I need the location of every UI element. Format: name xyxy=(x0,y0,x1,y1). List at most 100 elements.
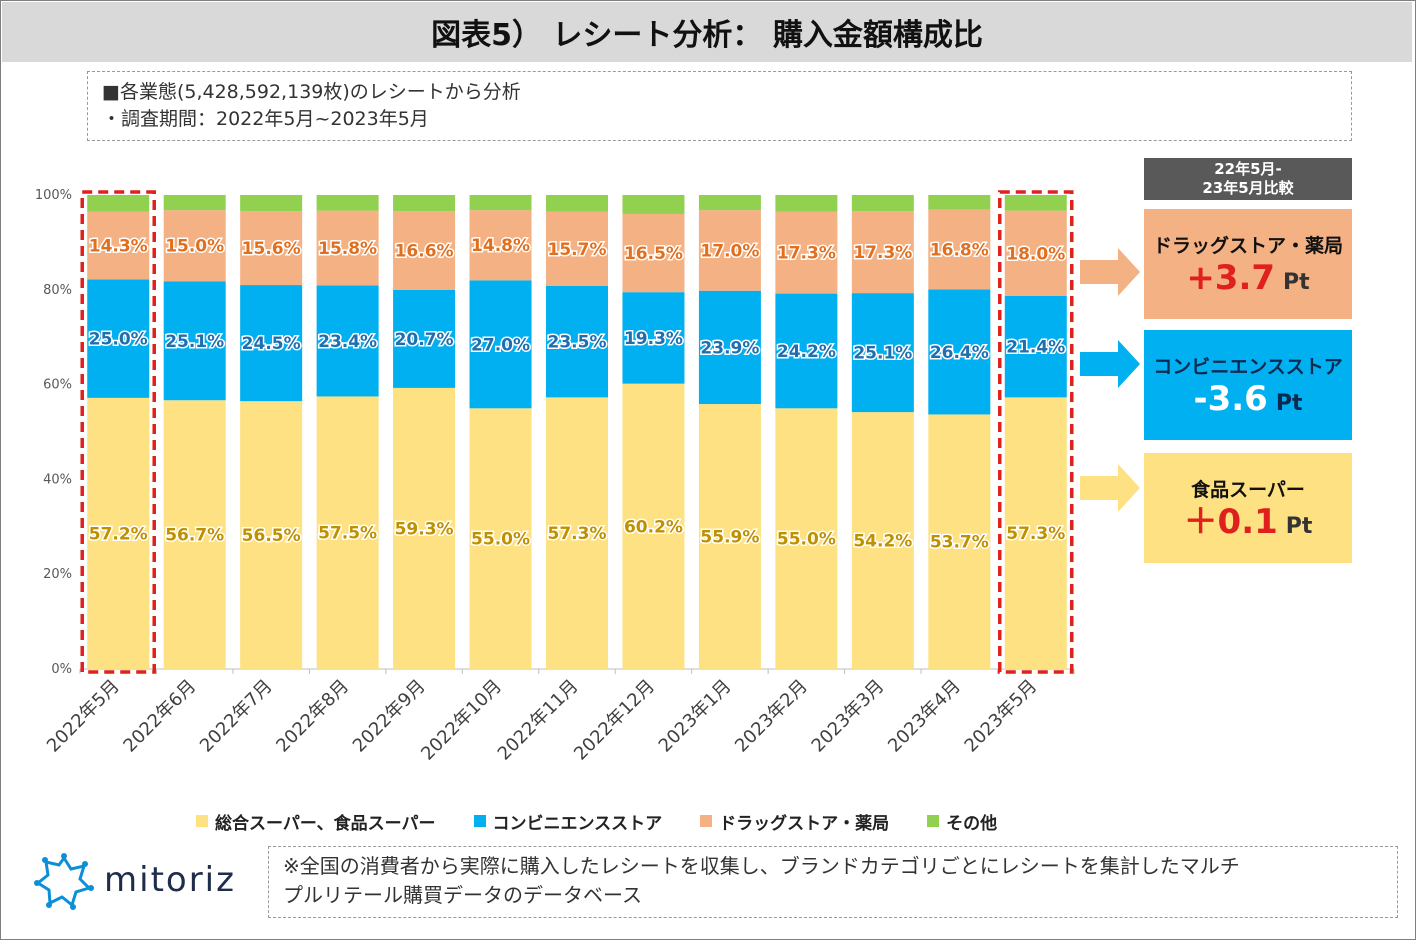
data-label-super: 56.5% xyxy=(242,526,301,546)
x-tick-label: 2022年5月 xyxy=(43,676,124,757)
legend-swatch xyxy=(927,815,940,827)
bar-segment-cvs xyxy=(316,285,379,397)
data-label-drug: 14.8% xyxy=(471,236,530,256)
note-line-2: プルリテール購買データのデータベース xyxy=(283,883,642,907)
highlight-box xyxy=(80,190,156,674)
bar-segment-drug xyxy=(240,211,303,286)
x-tick-label: 2022年11月 xyxy=(494,676,583,765)
data-label-drug: 16.5% xyxy=(624,244,683,264)
bar-segment-other xyxy=(316,195,379,211)
bar-segment-other xyxy=(87,195,150,212)
legend-item-other: その他 xyxy=(927,809,997,834)
legend: 総合スーパー、食品スーパー コンビニエンスストア ドラッグストア・薬局 その他 xyxy=(196,808,1035,834)
x-tick-label: 2022年12月 xyxy=(570,676,659,765)
x-tick-label: 2023年2月 xyxy=(731,676,812,757)
highlight-boxes xyxy=(80,190,1074,674)
bar-segment-cvs xyxy=(928,289,991,415)
legend-item-cvs: コンビニエンスストア xyxy=(473,809,663,834)
data-label-super: 57.3% xyxy=(1006,524,1065,544)
legend-swatch xyxy=(196,815,208,827)
legend-label: コンビニエンスストア xyxy=(492,813,663,834)
data-label-super: 60.2% xyxy=(624,517,683,537)
bar-segment-drug xyxy=(928,209,991,290)
y-tick-label: 40% xyxy=(43,472,72,487)
x-tick-label: 2023年4月 xyxy=(884,676,965,757)
bar-segment-cvs xyxy=(163,281,226,401)
bar-segment-super xyxy=(775,408,838,669)
legend-swatch xyxy=(473,815,486,827)
bar-segment-super xyxy=(393,387,456,669)
bar-segment-other xyxy=(1004,195,1067,211)
data-label-drug: 17.3% xyxy=(777,244,836,264)
y-tick-label: 80% xyxy=(43,283,72,298)
bar-segment-drug xyxy=(622,213,685,293)
comparison-cvs-unit: Pt xyxy=(1275,390,1303,416)
bar-segment-cvs xyxy=(851,293,914,413)
bar-segment-super xyxy=(316,396,379,669)
comparison-cvs-name: コンビニエンスストア xyxy=(1153,355,1343,378)
bar-segment-cvs xyxy=(698,290,761,405)
bar-segment-other xyxy=(393,195,456,212)
logo-mark-icon xyxy=(34,853,94,910)
data-label-drug: 16.8% xyxy=(930,241,989,261)
bar-segment-other xyxy=(622,195,685,214)
bar-segment-drug xyxy=(87,211,150,280)
bar-segment-other xyxy=(469,195,532,211)
x-tick-label: 2022年9月 xyxy=(349,676,430,757)
bar-segment-super xyxy=(240,401,303,669)
bar-segment-drug xyxy=(163,210,226,282)
bar-segment-cvs xyxy=(622,292,685,384)
data-label-cvs: 23.5% xyxy=(548,333,607,353)
data-label-super: 59.3% xyxy=(395,519,454,539)
data-label-cvs: 23.4% xyxy=(318,332,377,352)
comparison-header-line-2: 23年5月比較 xyxy=(1202,179,1294,197)
legend-item-drug: ドラッグストア・薬局 xyxy=(700,809,889,834)
legend-label: 総合スーパー、食品スーパー xyxy=(215,813,436,834)
legend-label: ドラッグストア・薬局 xyxy=(719,813,890,834)
comparison-drug-unit: Pt xyxy=(1283,269,1310,295)
data-label-drug: 17.0% xyxy=(700,241,759,261)
data-label-drug: 17.3% xyxy=(853,243,912,263)
x-axis-labels: 2022年5月2022年6月2022年7月2022年8月2022年9月2022年… xyxy=(43,676,1041,765)
arrow-right-icon xyxy=(1080,248,1140,296)
bar-segment-super xyxy=(698,404,761,669)
logo-text: mitoriz xyxy=(104,860,236,900)
bar-segment-other xyxy=(163,195,226,211)
data-label-cvs: 25.1% xyxy=(853,344,912,364)
data-label-cvs: 24.5% xyxy=(242,334,301,354)
info-box: ■各業態(5,428,592,139枚)のレシートから分析 ・調査期間：2022… xyxy=(87,71,1352,141)
data-label-drug: 15.6% xyxy=(242,239,301,259)
x-tick-label: 2022年10月 xyxy=(417,676,506,765)
data-labels: 57.2% 25.0% 14.3% 56.7% 25.1% 15.0% 56.5% 24.5%… xyxy=(87,235,1067,554)
bar-segment-super xyxy=(622,383,685,669)
legend-item-super: 総合スーパー、食品スーパー xyxy=(196,809,436,834)
data-label-cvs: 27.0% xyxy=(471,335,530,355)
bar-segment-drug xyxy=(546,211,608,287)
data-label-cvs: 23.9% xyxy=(700,338,759,358)
data-label-drug: 15.7% xyxy=(548,240,607,260)
bar-segment-other xyxy=(546,195,608,212)
data-label-drug: 15.0% xyxy=(165,237,224,257)
data-label-cvs: 19.3% xyxy=(624,329,683,349)
data-label-cvs: 25.1% xyxy=(165,332,224,352)
y-tick-label: 20% xyxy=(43,567,72,582)
bar-segment-cvs xyxy=(469,280,532,409)
comparison-drug: ドラッグストア・薬局 +3.7 Pt xyxy=(1144,209,1352,319)
bar-segment-super xyxy=(1004,397,1067,669)
bar-segment-super xyxy=(928,414,991,669)
comparison-super: 食品スーパー ＋0.1 Pt xyxy=(1144,453,1352,563)
data-label-drug: 16.6% xyxy=(395,241,454,261)
x-tick-label: 2022年6月 xyxy=(119,676,200,757)
comparison-drug-value: +3.7 xyxy=(1186,257,1276,298)
data-label-super: 54.2% xyxy=(853,532,912,552)
data-label-super: 55.0% xyxy=(777,530,836,550)
legend-swatch xyxy=(700,815,713,827)
data-label-drug: 15.8% xyxy=(318,239,377,259)
stacked-bar-chart: 0% 20% 40% 60% 80% 100% 57.2% 25.0% 14.3% 56.7% 2… xyxy=(35,188,1075,765)
bar-segment-drug xyxy=(698,210,761,291)
bar-segment-super xyxy=(87,397,150,669)
data-label-super: 57.5% xyxy=(318,524,377,544)
mitoriz-logo: mitoriz xyxy=(34,850,236,910)
y-tick-label: 60% xyxy=(43,378,72,393)
page-title: 図表5） レシート分析： 購入金額構成比 xyxy=(2,2,1412,62)
